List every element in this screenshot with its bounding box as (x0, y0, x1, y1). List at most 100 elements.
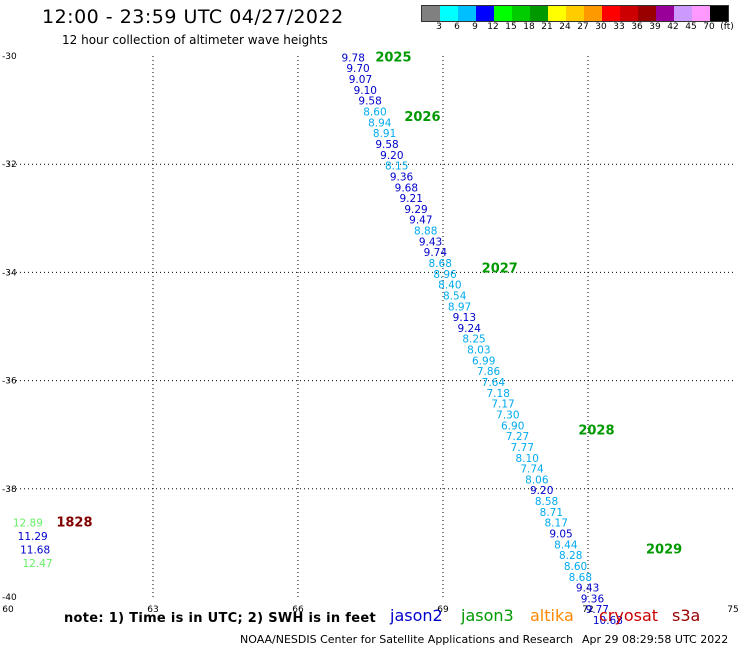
wave-height-value: 8.68 (569, 572, 592, 584)
wave-height-value: 8.44 (554, 539, 578, 551)
wave-height-value: 8.97 (448, 301, 471, 313)
wave-height-value: 8.25 (462, 334, 485, 346)
colorbar-swatch (602, 6, 620, 21)
wave-height-value: 9.43 (576, 583, 599, 595)
satellite-legend-s3a: s3a (672, 606, 701, 625)
wave-height-value: 6.90 (501, 420, 524, 432)
wave-height-value: 7.77 (511, 442, 534, 454)
colorbar-swatch (440, 6, 458, 21)
lon-tick-label: 66 (292, 605, 304, 615)
lat-tick-label: -38 (2, 485, 17, 495)
lon-tick-label: 69 (437, 605, 449, 615)
wave-height-value: 8.60 (564, 561, 587, 573)
wave-height-value: 9.70 (346, 63, 369, 75)
colorbar-swatch (548, 6, 566, 21)
wave-height-colorbar (421, 5, 729, 22)
wave-height-value: 9.36 (390, 171, 414, 183)
wave-height-value: 9.47 (409, 215, 432, 227)
lon-tick-label: 72 (582, 605, 593, 615)
colorbar-swatch (512, 6, 530, 21)
wave-height-value: 8.94 (368, 117, 392, 129)
colorbar-swatch (476, 6, 494, 21)
pass-time-label: 2027 (482, 261, 518, 276)
lon-tick-label: 60 (2, 605, 14, 615)
colorbar-labels: 3 6 9 12 15 18 21 24 27 30 33 36 39 42 45 70 (ft) (421, 22, 740, 36)
colorbar-label: (ft) (720, 22, 734, 32)
wave-height-value: 8.28 (559, 550, 582, 562)
colorbar-swatch (494, 6, 512, 21)
pass-time-label: 2029 (646, 543, 682, 558)
colorbar-swatch (710, 6, 728, 21)
wave-height-value: 9.74 (424, 247, 448, 259)
wave-height-value: 9.29 (404, 204, 427, 216)
lat-tick-label: -36 (2, 377, 17, 387)
wave-height-value: 8.88 (414, 226, 437, 238)
wave-height-value: 9.36 (581, 593, 605, 605)
colorbar-swatch (692, 6, 710, 21)
colorbar-label: 3 (436, 22, 442, 32)
lon-tick-label: 75 (727, 605, 738, 615)
credit-source: NOAA/NESDIS Center for Satellite Applica… (240, 633, 574, 646)
colorbar-label: 39 (649, 22, 661, 32)
wave-height-value: 8.15 (385, 161, 408, 173)
colorbar-label: 15 (505, 22, 517, 32)
wave-height-value: 11.68 (20, 545, 50, 557)
wave-height-value: 7.86 (477, 366, 501, 378)
footnote: note: 1) Time is in UTC; 2) SWH is in fe… (64, 611, 376, 626)
wave-height-value: 8.58 (535, 496, 558, 508)
wave-height-value: 8.71 (540, 507, 563, 519)
colorbar-label: 45 (685, 22, 697, 32)
wave-height-value: 8.91 (373, 128, 396, 140)
wave-height-value: 12.89 (13, 518, 43, 530)
wave-height-value: 7.74 (520, 464, 544, 476)
wave-height-value: 8.60 (363, 107, 386, 119)
wave-height-value: 9.13 (453, 312, 476, 324)
pass-time-label: 1828 (56, 516, 92, 531)
lat-tick-label: -30 (2, 52, 17, 62)
colorbar-label: 12 (487, 22, 499, 32)
lat-tick-label: -34 (2, 268, 17, 278)
wave-height-value: 8.54 (443, 290, 467, 302)
colorbar-swatch (566, 6, 584, 21)
satellite-legend-jason2: jason2 (390, 606, 443, 625)
satellite-legend-altika: altika (530, 606, 574, 625)
colorbar-label: 33 (613, 22, 625, 32)
colorbar-label: 70 (703, 22, 715, 32)
wave-height-value: 9.43 (419, 236, 442, 248)
colorbar-swatch (620, 6, 638, 21)
wave-height-value: 8.96 (433, 269, 457, 281)
wave-height-value: 11.29 (18, 531, 48, 543)
wave-height-value: 9.58 (375, 139, 398, 151)
colorbar-swatch (422, 6, 440, 21)
wave-height-value: 9.78 (342, 52, 365, 64)
wave-height-value: 9.58 (358, 96, 381, 108)
wave-height-value: 6.99 (472, 355, 495, 367)
wave-height-value: 9.10 (354, 85, 377, 97)
colorbar-swatch (458, 6, 476, 21)
colorbar-label: 36 (631, 22, 643, 32)
lat-tick-label: -32 (2, 160, 17, 170)
colorbar-swatch (638, 6, 656, 21)
wave-height-value: 8.10 (516, 453, 539, 465)
colorbar-label: 21 (541, 22, 553, 32)
pass-time-label: 2025 (375, 50, 411, 65)
lat-tick-label: -40 (2, 593, 17, 603)
wave-height-value: 9.07 (349, 74, 372, 86)
colorbar-swatch (656, 6, 674, 21)
pass-time-label: 2028 (578, 424, 614, 439)
colorbar-swatch (530, 6, 548, 21)
credit-timestamp: Apr 29 08:29:58 UTC 2022 (582, 633, 729, 646)
wave-height-value: 9.21 (400, 193, 423, 205)
colorbar-swatch (674, 6, 692, 21)
wave-height-value: 9.20 (380, 150, 403, 162)
wave-height-value: 7.18 (487, 388, 510, 400)
satellite-legend-cryosat: cryosat (599, 606, 659, 625)
map-title: 12:00 - 23:59 UTC 04/27/2022 (42, 6, 344, 28)
colorbar-label: 42 (667, 22, 679, 32)
wave-height-value: 9.20 (530, 485, 553, 497)
satellite-legend-jason3: jason3 (461, 606, 514, 625)
colorbar-swatch (584, 6, 602, 21)
colorbar-label: 6 (454, 22, 460, 32)
pass-time-label: 2026 (404, 110, 440, 125)
